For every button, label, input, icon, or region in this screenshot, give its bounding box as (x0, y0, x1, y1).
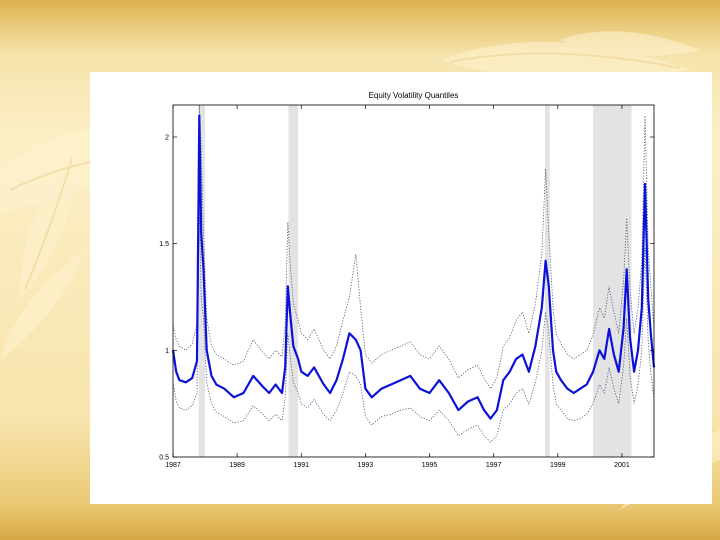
leaf-decoration (560, 31, 700, 56)
x-tick-label: 1997 (486, 462, 502, 469)
x-tick-label: 1995 (422, 462, 438, 469)
volatility-chart: 1987 1989 1991 1993 1995 1997 1999 2001 0.5 1 1.5 2… (159, 91, 656, 469)
shaded-period (198, 105, 206, 457)
series-layer (171, 104, 656, 443)
upper-quantile-line (172, 104, 655, 390)
leaf-vein-decoration (449, 52, 681, 69)
y-tick-label: 2 (165, 135, 169, 142)
tick-layer: 1987 1989 1991 1993 1995 1997 1999 2001 0.5 1 1.5 2 (159, 105, 654, 469)
y-tick-label: 1.5 (159, 241, 169, 248)
y-tick-label: 0.5 (159, 455, 169, 462)
plot-frame (172, 104, 655, 458)
chart-title: Equity Volatility Quantiles (369, 91, 459, 100)
x-tick-label: 1987 (165, 462, 181, 469)
x-tick-label: 1993 (358, 462, 374, 469)
x-tick-label: 1999 (550, 462, 566, 469)
lower-quantile-line (172, 200, 655, 443)
x-tick-label: 1991 (293, 462, 309, 469)
y-tick-label: 1 (165, 348, 169, 355)
leaf-vein-decoration (24, 157, 73, 291)
median-series-line (171, 114, 656, 420)
leaf-decoration (0, 250, 85, 360)
x-tick-label: 1989 (229, 462, 245, 469)
leaf-decoration (440, 41, 690, 79)
shaded-periods-layer (198, 105, 632, 457)
leaf-decoration (20, 150, 76, 300)
figure-panel: 1987 1989 1991 1993 1995 1997 1999 2001 0.5 1 1.5 2… (90, 72, 712, 504)
shaded-period (288, 105, 299, 457)
x-tick-label: 2001 (614, 462, 630, 469)
